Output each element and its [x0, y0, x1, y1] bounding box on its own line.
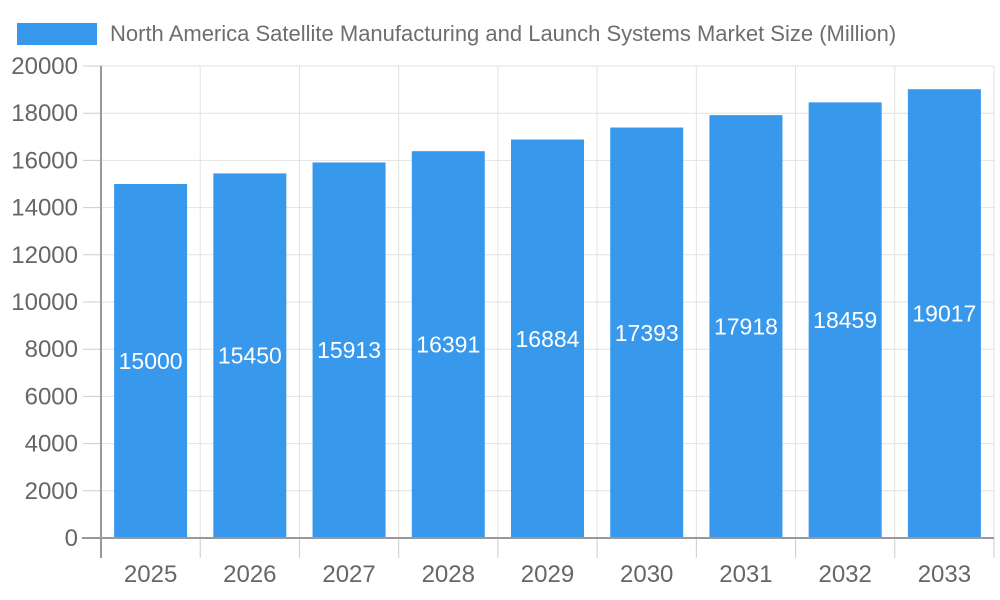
bar-2033 — [907, 89, 981, 539]
x-tick-label: 2026 — [223, 561, 276, 588]
x-tick-label: 2027 — [322, 561, 375, 588]
y-tick-label: 8000 — [25, 336, 78, 363]
bar-2032 — [808, 102, 882, 538]
x-tick-label: 2028 — [422, 561, 475, 588]
x-tick-label: 2031 — [719, 561, 772, 588]
bar-value-label: 15450 — [218, 343, 282, 369]
bar-value-label: 18459 — [813, 307, 877, 333]
bar-2031 — [709, 115, 783, 539]
bar-value-label: 16391 — [416, 332, 480, 358]
bar-value-label: 19017 — [912, 301, 976, 327]
bar-2027 — [312, 162, 386, 539]
y-tick-label: 10000 — [11, 289, 78, 316]
y-tick-label: 20000 — [11, 53, 78, 80]
bar-2029 — [511, 139, 584, 538]
y-tick-label: 0 — [65, 525, 78, 552]
chart-title: North America Satellite Manufacturing an… — [110, 21, 897, 46]
y-tick-label: 16000 — [11, 147, 78, 174]
legend-item[interactable]: North America Satellite Manufacturing an… — [17, 21, 896, 47]
bar-value-label: 17918 — [714, 314, 778, 340]
y-tick-label: 2000 — [25, 478, 78, 505]
bar-2030 — [610, 127, 684, 538]
x-tick-label: 2030 — [620, 561, 673, 588]
y-tick-label: 18000 — [11, 100, 78, 127]
bar-value-label: 15000 — [119, 348, 183, 374]
bar-2025 — [114, 184, 188, 538]
x-tick-label: 2032 — [818, 561, 871, 588]
bar-value-label: 15913 — [317, 337, 381, 363]
x-tick-label: 2025 — [124, 561, 177, 588]
bar-value-label: 17393 — [615, 320, 679, 346]
y-tick-label: 4000 — [25, 431, 78, 458]
y-tick-label: 12000 — [11, 242, 78, 269]
bar-value-label: 16884 — [516, 326, 580, 352]
bar-2028 — [411, 151, 485, 538]
bar-2026 — [213, 173, 287, 538]
x-tick-label: 2033 — [918, 561, 971, 588]
y-tick-label: 6000 — [25, 383, 78, 410]
y-tick-label: 14000 — [11, 195, 78, 222]
legend-swatch — [17, 23, 97, 45]
x-tick-label: 2029 — [521, 561, 574, 588]
